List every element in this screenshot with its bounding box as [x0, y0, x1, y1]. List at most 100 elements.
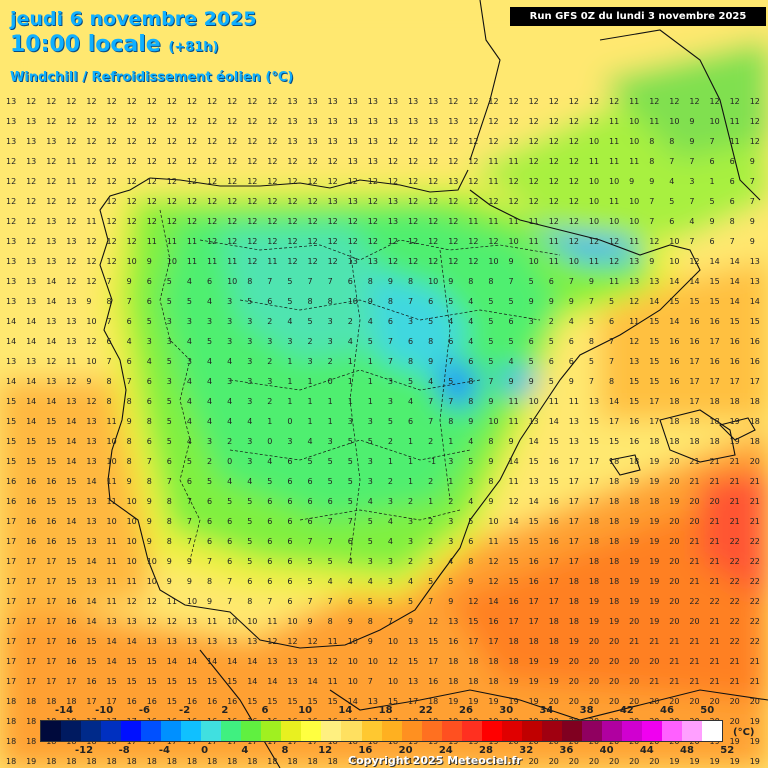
grid-value: 7 — [187, 517, 192, 526]
grid-value: 11 — [488, 157, 498, 166]
grid-value: 7 — [368, 677, 373, 686]
grid-value: 4 — [689, 217, 694, 226]
grid-value: 22 — [750, 537, 760, 546]
grid-value: 5 — [669, 197, 674, 206]
grid-value: 12 — [86, 257, 96, 266]
grid-value: 5 — [529, 277, 534, 286]
grid-value: 12 — [187, 217, 197, 226]
grid-value: 19 — [388, 757, 398, 766]
grid-value: 7 — [669, 157, 674, 166]
grid-value: 12 — [750, 117, 760, 126]
grid-value: 12 — [207, 137, 217, 146]
grid-value: 20 — [710, 697, 720, 706]
grid-value: 7 — [127, 297, 132, 306]
grid-value: 7 — [388, 337, 393, 346]
forecast-time: 10:00 locale (+81h) — [10, 32, 219, 57]
grid-value: 11 — [609, 117, 619, 126]
grid-value: 20 — [649, 697, 659, 706]
grid-value: 12 — [187, 117, 197, 126]
grid-value: 21 — [689, 477, 699, 486]
grid-value: 16 — [26, 497, 36, 506]
grid-value: 14 — [26, 397, 36, 406]
grid-value: 20 — [689, 617, 699, 626]
grid-value: 10 — [509, 237, 519, 246]
grid-value: 11 — [589, 157, 599, 166]
grid-value: 14 — [86, 597, 96, 606]
grid-value: 12 — [247, 237, 257, 246]
grid-value: 11 — [549, 237, 559, 246]
grid-value: 12 — [66, 377, 76, 386]
color-swatch — [682, 721, 703, 741]
grid-value: 12 — [287, 257, 297, 266]
grid-value: 13 — [529, 477, 539, 486]
grid-value: 18 — [167, 757, 177, 766]
grid-value: 3 — [368, 417, 373, 426]
grid-value: 20 — [589, 637, 599, 646]
grid-value: 12 — [468, 97, 478, 106]
grid-value: 5 — [328, 557, 333, 566]
grid-value: 12 — [207, 117, 217, 126]
grid-value: 21 — [730, 657, 740, 666]
grid-value: 20 — [529, 757, 539, 766]
grid-value: 12 — [107, 177, 117, 186]
grid-value: 6 — [287, 457, 292, 466]
grid-value: 4 — [207, 357, 212, 366]
grid-value: 20 — [669, 457, 679, 466]
grid-value: 12 — [750, 97, 760, 106]
grid-value: 9 — [187, 577, 192, 586]
grid-value: 5 — [167, 417, 172, 426]
grid-value: 18 — [287, 757, 297, 766]
grid-value: 22 — [750, 597, 760, 606]
color-swatch — [201, 721, 222, 741]
grid-value: 17 — [26, 597, 36, 606]
grid-value: 19 — [629, 557, 639, 566]
grid-value: 7 — [207, 557, 212, 566]
grid-value: 4 — [187, 417, 192, 426]
grid-value: 4 — [227, 417, 232, 426]
grid-value: 13 — [6, 257, 16, 266]
color-swatch — [121, 721, 142, 741]
grid-value: 21 — [750, 517, 760, 526]
grid-value: 11 — [187, 257, 197, 266]
grid-value: 16 — [127, 697, 137, 706]
grid-value: 18 — [589, 517, 599, 526]
grid-value: 11 — [66, 357, 76, 366]
grid-value: 10 — [227, 617, 237, 626]
grid-value: 10 — [669, 117, 679, 126]
grid-value: 6 — [267, 537, 272, 546]
grid-value: 21 — [710, 617, 720, 626]
grid-value: 13 — [529, 417, 539, 426]
grid-value: 16 — [549, 457, 559, 466]
grid-value: 7 — [448, 397, 453, 406]
grid-value: 17 — [6, 597, 16, 606]
grid-value: 14 — [710, 257, 720, 266]
grid-value: 6 — [730, 197, 735, 206]
grid-value: 16 — [6, 477, 16, 486]
grid-value: 4 — [207, 397, 212, 406]
grid-value: 9 — [569, 377, 574, 386]
grid-value: 1 — [408, 437, 413, 446]
grid-value: 12 — [187, 197, 197, 206]
grid-value: 14 — [6, 377, 16, 386]
grid-value: 12 — [167, 217, 177, 226]
grid-value: 21 — [669, 677, 679, 686]
grid-value: 12 — [167, 197, 177, 206]
grid-value: 8 — [408, 357, 413, 366]
grid-value: 13 — [368, 157, 378, 166]
grid-value: 20 — [569, 757, 579, 766]
grid-value: 19 — [730, 417, 740, 426]
grid-value: 12 — [86, 97, 96, 106]
grid-value: 21 — [730, 497, 740, 506]
grid-value: 18 — [488, 657, 498, 666]
grid-value: 19 — [629, 577, 639, 586]
grid-value: 12 — [46, 197, 56, 206]
grid-value: 20 — [609, 637, 619, 646]
grid-value: 14 — [247, 677, 257, 686]
grid-value: 2 — [408, 557, 413, 566]
grid-value: 4 — [388, 537, 393, 546]
grid-value: 10 — [388, 637, 398, 646]
grid-value: 12 — [408, 177, 418, 186]
grid-value: 4 — [348, 577, 353, 586]
grid-value: 12 — [86, 177, 96, 186]
grid-value: 8 — [308, 297, 313, 306]
